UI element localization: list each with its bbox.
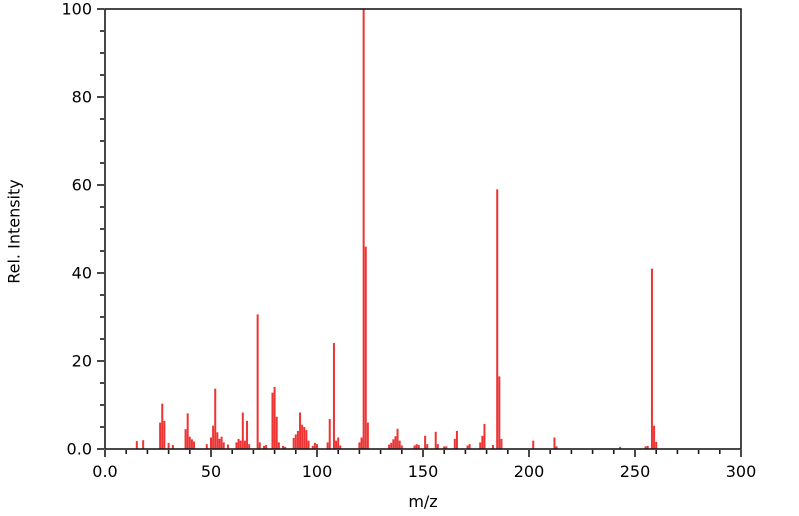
x-tick-label: 50: [201, 462, 221, 481]
y-tick-label: 100: [61, 0, 92, 19]
y-tick-label: 20: [72, 352, 92, 371]
x-tick-label: 200: [514, 462, 545, 481]
y-tick-label: 0.0: [67, 440, 92, 459]
x-tick-label: 150: [408, 462, 439, 481]
x-axis-title: m/z: [408, 492, 438, 511]
x-tick-label: 100: [302, 462, 333, 481]
plot-frame: [104, 8, 742, 450]
y-tick-label: 40: [72, 264, 92, 283]
y-axis-title: Rel. Intensity: [4, 179, 24, 284]
y-tick-label: 60: [72, 176, 92, 195]
x-tick-label: 0.0: [92, 462, 117, 481]
y-tick-label: 80: [72, 88, 92, 107]
x-tick-label: 300: [726, 462, 757, 481]
x-tick-label: 250: [620, 462, 651, 481]
